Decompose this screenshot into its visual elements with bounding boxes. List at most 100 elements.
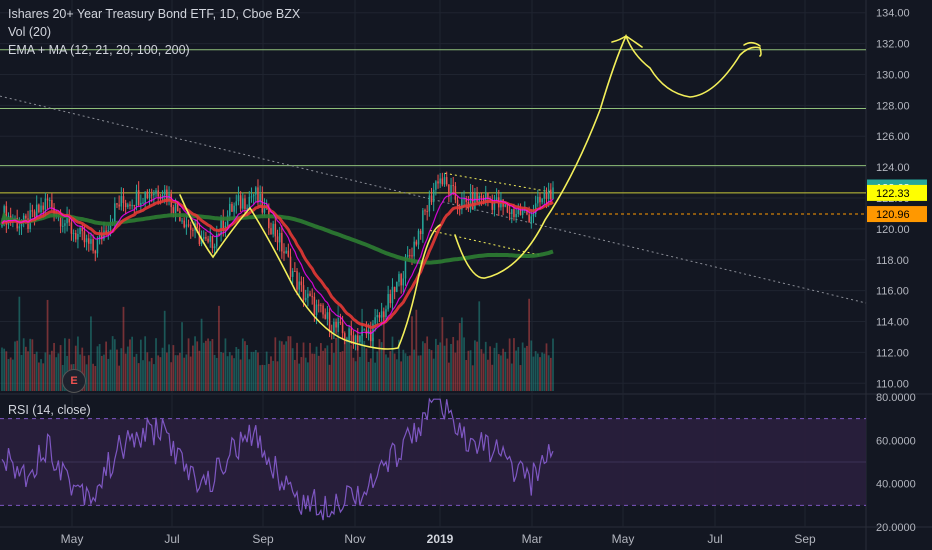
volume-bar (291, 348, 294, 391)
candle-body (283, 251, 285, 254)
volume-bar (213, 354, 216, 391)
volume-bar (343, 340, 346, 391)
volume-bar (211, 339, 214, 391)
volume-bar (385, 354, 387, 391)
volume-bar (408, 355, 411, 391)
candle-body (205, 237, 207, 239)
volume-bar (126, 346, 129, 391)
volume-bar (228, 352, 231, 391)
volume-bar (376, 351, 379, 391)
candle-body (216, 233, 218, 247)
candle-body (469, 192, 472, 209)
volume-bar (465, 360, 468, 391)
candle-body (261, 193, 264, 213)
candle-body (413, 241, 415, 257)
volume-bar (274, 337, 277, 391)
volume-bar (152, 364, 155, 391)
symbol-title[interactable]: Ishares 20+ Year Treasury Bond ETF, 1D, … (8, 7, 301, 21)
volume-bar (250, 351, 253, 391)
candle-body (96, 239, 99, 254)
candle-body (122, 196, 125, 204)
candle-body (289, 256, 292, 277)
volume-bar (523, 347, 526, 391)
volume-bar (411, 316, 413, 391)
volume-bar (133, 356, 136, 391)
rsi-tick-label: 60.0000 (876, 435, 916, 447)
volume-bar (100, 355, 103, 391)
volume-bar (215, 357, 218, 391)
volume-bar (454, 352, 457, 391)
candle-body (270, 228, 272, 235)
volume-bar (313, 353, 316, 391)
vol-legend[interactable]: Vol (20) (8, 25, 52, 39)
volume-bar (168, 344, 170, 391)
volume-bar (29, 338, 32, 391)
volume-bar (430, 350, 433, 391)
candle-body (506, 204, 509, 213)
candle-body (432, 189, 435, 203)
volume-bar (402, 349, 405, 391)
candle-body (20, 223, 23, 227)
candle-body (77, 233, 79, 240)
candle-body (244, 198, 246, 209)
volume-bar (359, 356, 361, 391)
volume-bar (513, 338, 515, 391)
price-badge-label: 122.33 (876, 188, 910, 200)
candle-body (257, 187, 259, 202)
candle-body (450, 185, 452, 195)
volume-bar (33, 354, 36, 391)
volume-bar (476, 341, 478, 391)
volume-bar (311, 353, 314, 391)
time-tick-label: Nov (344, 532, 365, 546)
volume-bar (532, 356, 535, 391)
candle-body (393, 286, 396, 292)
volume-bar (298, 363, 301, 391)
volume-bar (194, 336, 196, 391)
projection-curve (454, 33, 762, 279)
volume-bar (346, 338, 348, 391)
volume-bar (404, 353, 407, 391)
volume-bar (534, 351, 537, 391)
candle-body (411, 255, 413, 257)
time-tick-label: Sep (794, 532, 816, 546)
candle-body (1, 223, 3, 227)
candle-body (85, 238, 88, 243)
volume-bar (261, 364, 264, 391)
candle-body (552, 187, 554, 200)
candle-body (83, 231, 86, 243)
volume-bar (458, 323, 461, 391)
candle-body (320, 304, 322, 306)
price-badge-label: 120.96 (876, 209, 910, 221)
candle-body (90, 239, 92, 244)
volume-bar (3, 348, 6, 391)
volume-bar (552, 338, 554, 391)
price-tick-label: 118.00 (876, 255, 909, 267)
ma-legend[interactable]: EMA + MA (12, 21, 20, 100, 200) (8, 43, 190, 57)
volume-bar (337, 305, 340, 391)
volume-bar (181, 322, 183, 391)
candle-body (513, 209, 515, 218)
candle-body (396, 281, 398, 292)
volume-bar (441, 317, 444, 391)
volume-bar (118, 365, 121, 391)
volume-bar (493, 347, 496, 391)
volume-bar (155, 338, 157, 391)
candle-body (398, 274, 400, 282)
candle-body (146, 191, 149, 199)
volume-bar (426, 336, 429, 391)
volume-bar (116, 349, 118, 391)
volume-bar (428, 348, 431, 391)
time-tick-label: May (61, 532, 84, 546)
volume-bar (330, 342, 333, 391)
earnings-badge[interactable]: E (62, 369, 86, 393)
candle-body (315, 304, 318, 315)
volume-bar (317, 355, 320, 391)
volume-bar (103, 354, 105, 391)
volume-bar (439, 342, 442, 391)
rsi-legend[interactable]: RSI (14, close) (8, 403, 91, 417)
price-tick-label: 126.00 (876, 131, 910, 143)
candle-body (406, 255, 409, 257)
candle-body (218, 233, 220, 235)
price-tick-label: 114.00 (876, 317, 909, 329)
